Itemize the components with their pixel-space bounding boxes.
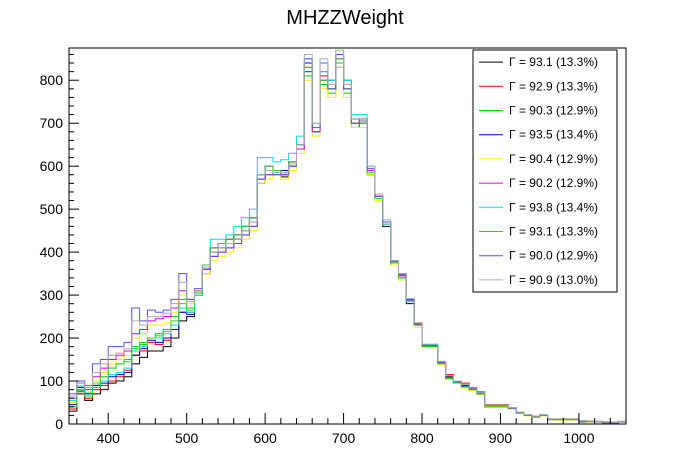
x-tick-label: 900 [489,430,513,446]
legend-label: Γ = 93.1 (13.3%) [509,225,598,239]
y-tick-label: 0 [55,416,63,432]
y-tick-label: 800 [40,72,64,88]
series-line-10 [68,49,626,424]
chart-title: MHZZWeight [286,7,404,29]
y-tick-label: 100 [40,373,64,389]
y-tick-label: 600 [40,158,64,174]
legend: Γ = 93.1 (13.3%) Γ = 92.9 (13.3%) Γ = 90.3… [472,49,618,293]
x-tick-label: 1000 [563,430,594,446]
y-tick-label: 200 [40,330,64,346]
y-tick-label: 300 [40,287,64,303]
x-tick-label: 800 [410,430,434,446]
y-tick-label: 500 [40,201,64,217]
legend-label: Γ = 90.3 (12.9%) [509,104,598,118]
x-tick-label: 400 [97,430,121,446]
plot-frame [68,47,627,425]
legend-box [472,49,618,293]
x-tick-label: 700 [332,430,356,446]
legend-label: Γ = 90.9 (13.0%) [509,273,598,287]
legend-label: Γ = 92.9 (13.3%) [509,79,598,93]
legend-label: Γ = 93.5 (13.4%) [509,128,598,142]
legend-label: Γ = 90.0 (12.9%) [509,249,598,263]
legend-label: Γ = 93.1 (13.3%) [509,55,598,69]
legend-label: Γ = 93.8 (13.4%) [509,200,598,214]
legend-label: Γ = 90.4 (12.9%) [509,152,598,166]
legend-label: Γ = 90.2 (12.9%) [509,176,598,190]
y-tick-label: 400 [40,244,64,260]
x-tick-label: 500 [175,430,199,446]
y-tick-label: 700 [40,115,64,131]
x-tick-label: 600 [253,430,277,446]
axes-layer: 0 100 200 300 400 500 600 700 800 400 500 600 700 800… [40,53,627,446]
series-layer [68,49,626,424]
